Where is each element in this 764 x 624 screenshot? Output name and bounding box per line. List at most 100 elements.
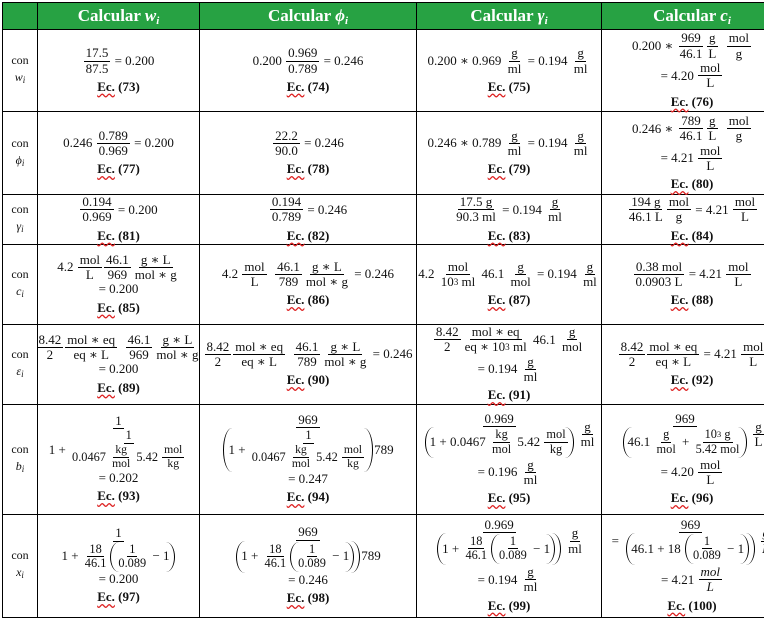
equation-line: = 0.200 <box>40 572 197 586</box>
fraction-numerator: 969 <box>673 412 697 427</box>
math-text: mol <box>729 31 749 45</box>
math-text: − 1 <box>329 549 349 563</box>
math-text: 2 <box>444 340 451 354</box>
fraction-numerator: g <box>570 526 581 541</box>
fraction-denominator: 46.1 <box>678 129 705 143</box>
fraction-numerator: 8.42 <box>434 325 461 340</box>
fraction-numerator: mol <box>78 253 102 268</box>
equation-index: (91) <box>509 387 531 402</box>
fraction-numerator: 22.2 <box>273 129 300 144</box>
equation-number: Ec. (98) <box>202 590 414 606</box>
fraction-denominator: 0.969 <box>80 210 113 224</box>
fraction-denominator: 969 <box>127 348 151 362</box>
equation-index: (79) <box>509 161 531 176</box>
fraction-denominator: 0.089 <box>296 557 328 571</box>
equation-number: Ec. (88) <box>604 292 764 308</box>
column-header-variable: w <box>145 6 156 25</box>
math-text: g ∗ L <box>163 333 193 347</box>
equation-word: Ec. <box>671 490 689 505</box>
math-text: = 0.194 <box>534 267 580 281</box>
math-text: = 0.246 <box>369 347 412 361</box>
math-text: 1 + 0.0467 <box>430 435 489 449</box>
math-text: = 0.246 <box>320 54 363 68</box>
equation-index: (76) <box>692 94 714 109</box>
fraction-numerator: 46.1 <box>294 340 321 355</box>
row-label-con: con <box>5 441 35 458</box>
math-text: 5.42 <box>313 451 341 465</box>
equation-number: Ec. (77) <box>40 161 197 177</box>
math-text: 0.089 <box>118 557 146 571</box>
fraction-numerator: mol <box>698 458 722 473</box>
math-text: 969 <box>681 518 701 532</box>
fraction-denominator: L <box>706 129 718 143</box>
fraction-numerator: 0.969 <box>483 412 516 427</box>
math-text: = 4.21 <box>700 347 740 361</box>
math-text: 46.1 <box>680 129 703 143</box>
equation-index: (88) <box>692 292 714 307</box>
math-text: 87.5 <box>86 62 109 76</box>
equation-number: Ec. (82) <box>202 228 414 244</box>
fraction-denominator: L <box>704 76 716 90</box>
math-text: ml <box>508 62 522 76</box>
math-text: mol ∗ eq <box>235 340 283 354</box>
row-label-sub: i <box>22 464 25 474</box>
fraction-numerator: mol <box>727 31 751 46</box>
fraction-numerator: 8.42 <box>37 333 64 348</box>
math-text: 46.1 <box>530 333 559 347</box>
math-text: mol ∗ eq <box>67 333 115 347</box>
fraction-numerator: mol ∗ eq <box>470 325 522 340</box>
math-text: ml <box>574 144 588 158</box>
math-text: ml <box>568 542 582 556</box>
math-text: eq ∗ L <box>73 348 109 362</box>
fraction-numerator: g <box>575 46 586 61</box>
math-text: 0.0903 L <box>635 275 682 289</box>
math-text: 1 <box>309 543 315 557</box>
fraction-numerator: 0.194 <box>80 195 113 210</box>
math-text: 0.089 <box>298 557 326 571</box>
fraction-denominator: ml <box>572 62 590 76</box>
italic-unit: mol <box>701 565 721 579</box>
fraction-numerator: g <box>582 420 593 435</box>
math-text <box>719 122 726 136</box>
fraction-denominator: mol <box>110 458 132 471</box>
fraction-numerator: 0.194 <box>270 195 303 210</box>
fraction-numerator: 789 <box>679 114 703 129</box>
math-text: ml <box>548 210 562 224</box>
math-text: 0.246 <box>63 136 96 150</box>
math-text: = 0.194 <box>524 54 570 68</box>
math-text: g <box>577 129 584 143</box>
equation-line: = 0.200 <box>40 282 197 296</box>
math-text: mol <box>700 144 720 158</box>
